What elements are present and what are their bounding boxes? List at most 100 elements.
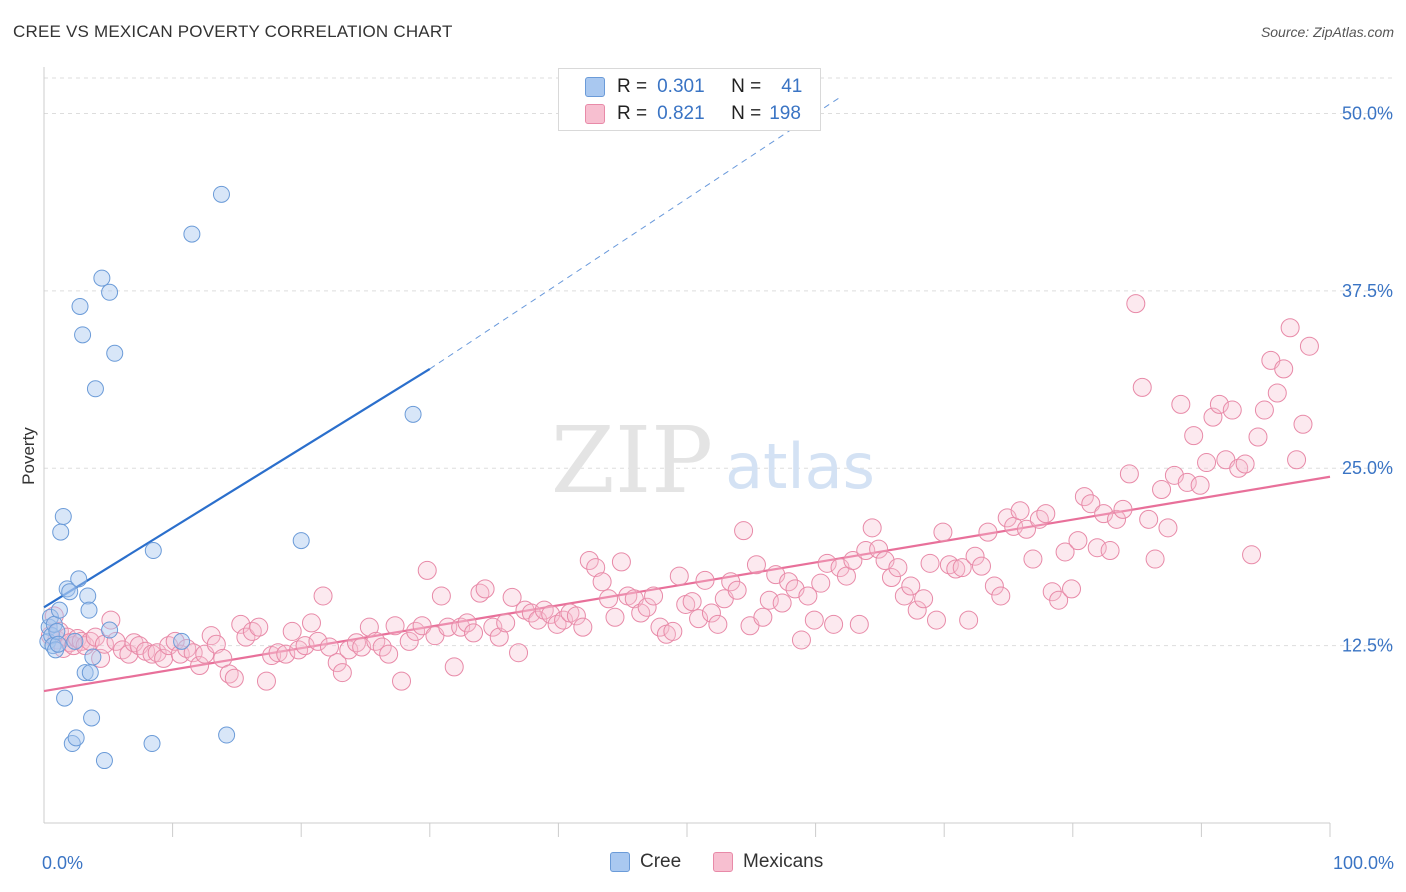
mexicans-point xyxy=(206,634,226,654)
legend-r-value: 0.821 xyxy=(657,103,705,124)
mexicans-point xyxy=(798,586,818,606)
mexicans-point xyxy=(256,671,276,691)
mexicans-point xyxy=(1081,494,1101,514)
mexicans-point xyxy=(359,617,379,637)
mexicans-point xyxy=(352,637,372,657)
cree-point xyxy=(93,269,111,287)
mexicans-point xyxy=(946,559,966,579)
y-tick-label: 37.5% xyxy=(1342,281,1393,301)
mexicans-point xyxy=(276,644,296,664)
cree-point xyxy=(61,583,79,601)
mexicans-point xyxy=(669,566,689,586)
mexicans-point xyxy=(1299,336,1319,356)
mexicans-point xyxy=(566,606,586,626)
mexicans-point xyxy=(1222,400,1242,420)
cree-trend-line xyxy=(43,367,431,609)
cree-point xyxy=(101,283,119,301)
mexicans-point xyxy=(379,644,399,664)
mexicans-point xyxy=(457,613,477,633)
cree-point xyxy=(81,664,99,682)
mexicans-point xyxy=(1010,501,1030,521)
legend-n-value: 41 xyxy=(781,76,803,97)
label-layer: 12.5% 25.0% 37.5% 50.0% 0.0% 100.0% Poverty xyxy=(19,103,1394,873)
mexicans-point xyxy=(991,586,1011,606)
cree-point xyxy=(66,632,84,650)
mexicans-point xyxy=(431,586,451,606)
cree-point xyxy=(49,635,67,653)
cree-point xyxy=(404,405,422,423)
stats-legend: R = 0.301 N = 41 R = 0.821 N = 198 xyxy=(558,68,821,131)
mexicans-point xyxy=(1197,453,1217,473)
cree-point xyxy=(143,735,161,753)
cree-point xyxy=(95,752,113,770)
mexicans-point xyxy=(502,587,522,607)
mexicans-point xyxy=(1248,427,1268,447)
series-legend: Cree Mexicans xyxy=(0,851,1406,877)
mexicans-point xyxy=(268,643,288,663)
legend-row-mexicans: R = 0.821 N = 198 xyxy=(585,101,801,127)
mexicans-point xyxy=(644,586,664,606)
mexicans-point xyxy=(727,580,747,600)
cree-point xyxy=(67,729,85,747)
axis-layer xyxy=(43,67,1331,837)
mexicans-point xyxy=(599,589,619,609)
mexicans-point xyxy=(779,572,799,592)
cree-point xyxy=(50,601,68,619)
series-legend-mexicans[interactable]: Mexicans xyxy=(713,851,823,873)
legend-n-label: N = xyxy=(731,76,762,97)
mexicans-point xyxy=(746,555,766,575)
cree-point xyxy=(101,621,119,639)
cree-point xyxy=(292,532,310,550)
legend-r-value: 0.301 xyxy=(657,76,705,97)
mexicans-point xyxy=(605,607,625,627)
cree-point xyxy=(83,709,101,727)
mexicans-point xyxy=(412,616,432,636)
mexicans-point xyxy=(811,573,831,593)
cree-trend-extension xyxy=(429,96,842,370)
mexicans-point xyxy=(1171,394,1191,414)
mexicans-point xyxy=(843,550,863,570)
mexicans-point xyxy=(1242,545,1262,565)
mexicans-point xyxy=(1280,318,1300,338)
points-layer xyxy=(39,185,1319,770)
mexicans-point xyxy=(282,621,302,641)
cree-point xyxy=(86,380,104,398)
mexicans-point xyxy=(1023,549,1043,569)
cree-point xyxy=(80,601,98,619)
mexicans-point xyxy=(1126,294,1146,314)
x-tick-label: 0.0% xyxy=(42,853,83,873)
series-legend-cree[interactable]: Cree xyxy=(610,851,681,873)
mexicans-point xyxy=(579,550,599,570)
y-axis-label: Poverty xyxy=(19,427,38,485)
mexicans-point xyxy=(888,558,908,578)
mexicans-point xyxy=(385,616,405,636)
mexicans-point xyxy=(1235,454,1255,474)
x-tick-label: 100.0% xyxy=(1333,853,1394,873)
cree-point xyxy=(54,507,72,525)
mexicans-point xyxy=(1267,383,1287,403)
mexicans-point xyxy=(1055,542,1075,562)
mexicans-point xyxy=(901,576,921,596)
legend-row-cree: R = 0.301 N = 41 xyxy=(585,74,802,100)
mexicans-point xyxy=(849,614,869,634)
mexicans-point xyxy=(708,614,728,634)
mexicans-point xyxy=(1293,414,1313,434)
mexicans-point xyxy=(1287,450,1307,470)
mexicans-point xyxy=(399,631,419,651)
mexicans-point xyxy=(862,518,882,538)
watermark-atlas: atlas xyxy=(725,430,875,503)
mexicans-point xyxy=(984,576,1004,596)
mexicans-point xyxy=(483,617,503,637)
mexicans-point xyxy=(464,623,484,643)
mexicans-point xyxy=(869,539,889,559)
mexicans-point xyxy=(573,617,593,637)
mexicans-point xyxy=(682,592,702,612)
trend-layer xyxy=(43,96,1331,693)
legend-r-label: R = xyxy=(617,76,648,97)
y-tick-label: 50.0% xyxy=(1342,103,1393,123)
legend-swatch-cree xyxy=(585,77,605,97)
mexicans-point xyxy=(313,586,333,606)
cree-point xyxy=(74,326,92,344)
mexicans-point xyxy=(971,556,991,576)
